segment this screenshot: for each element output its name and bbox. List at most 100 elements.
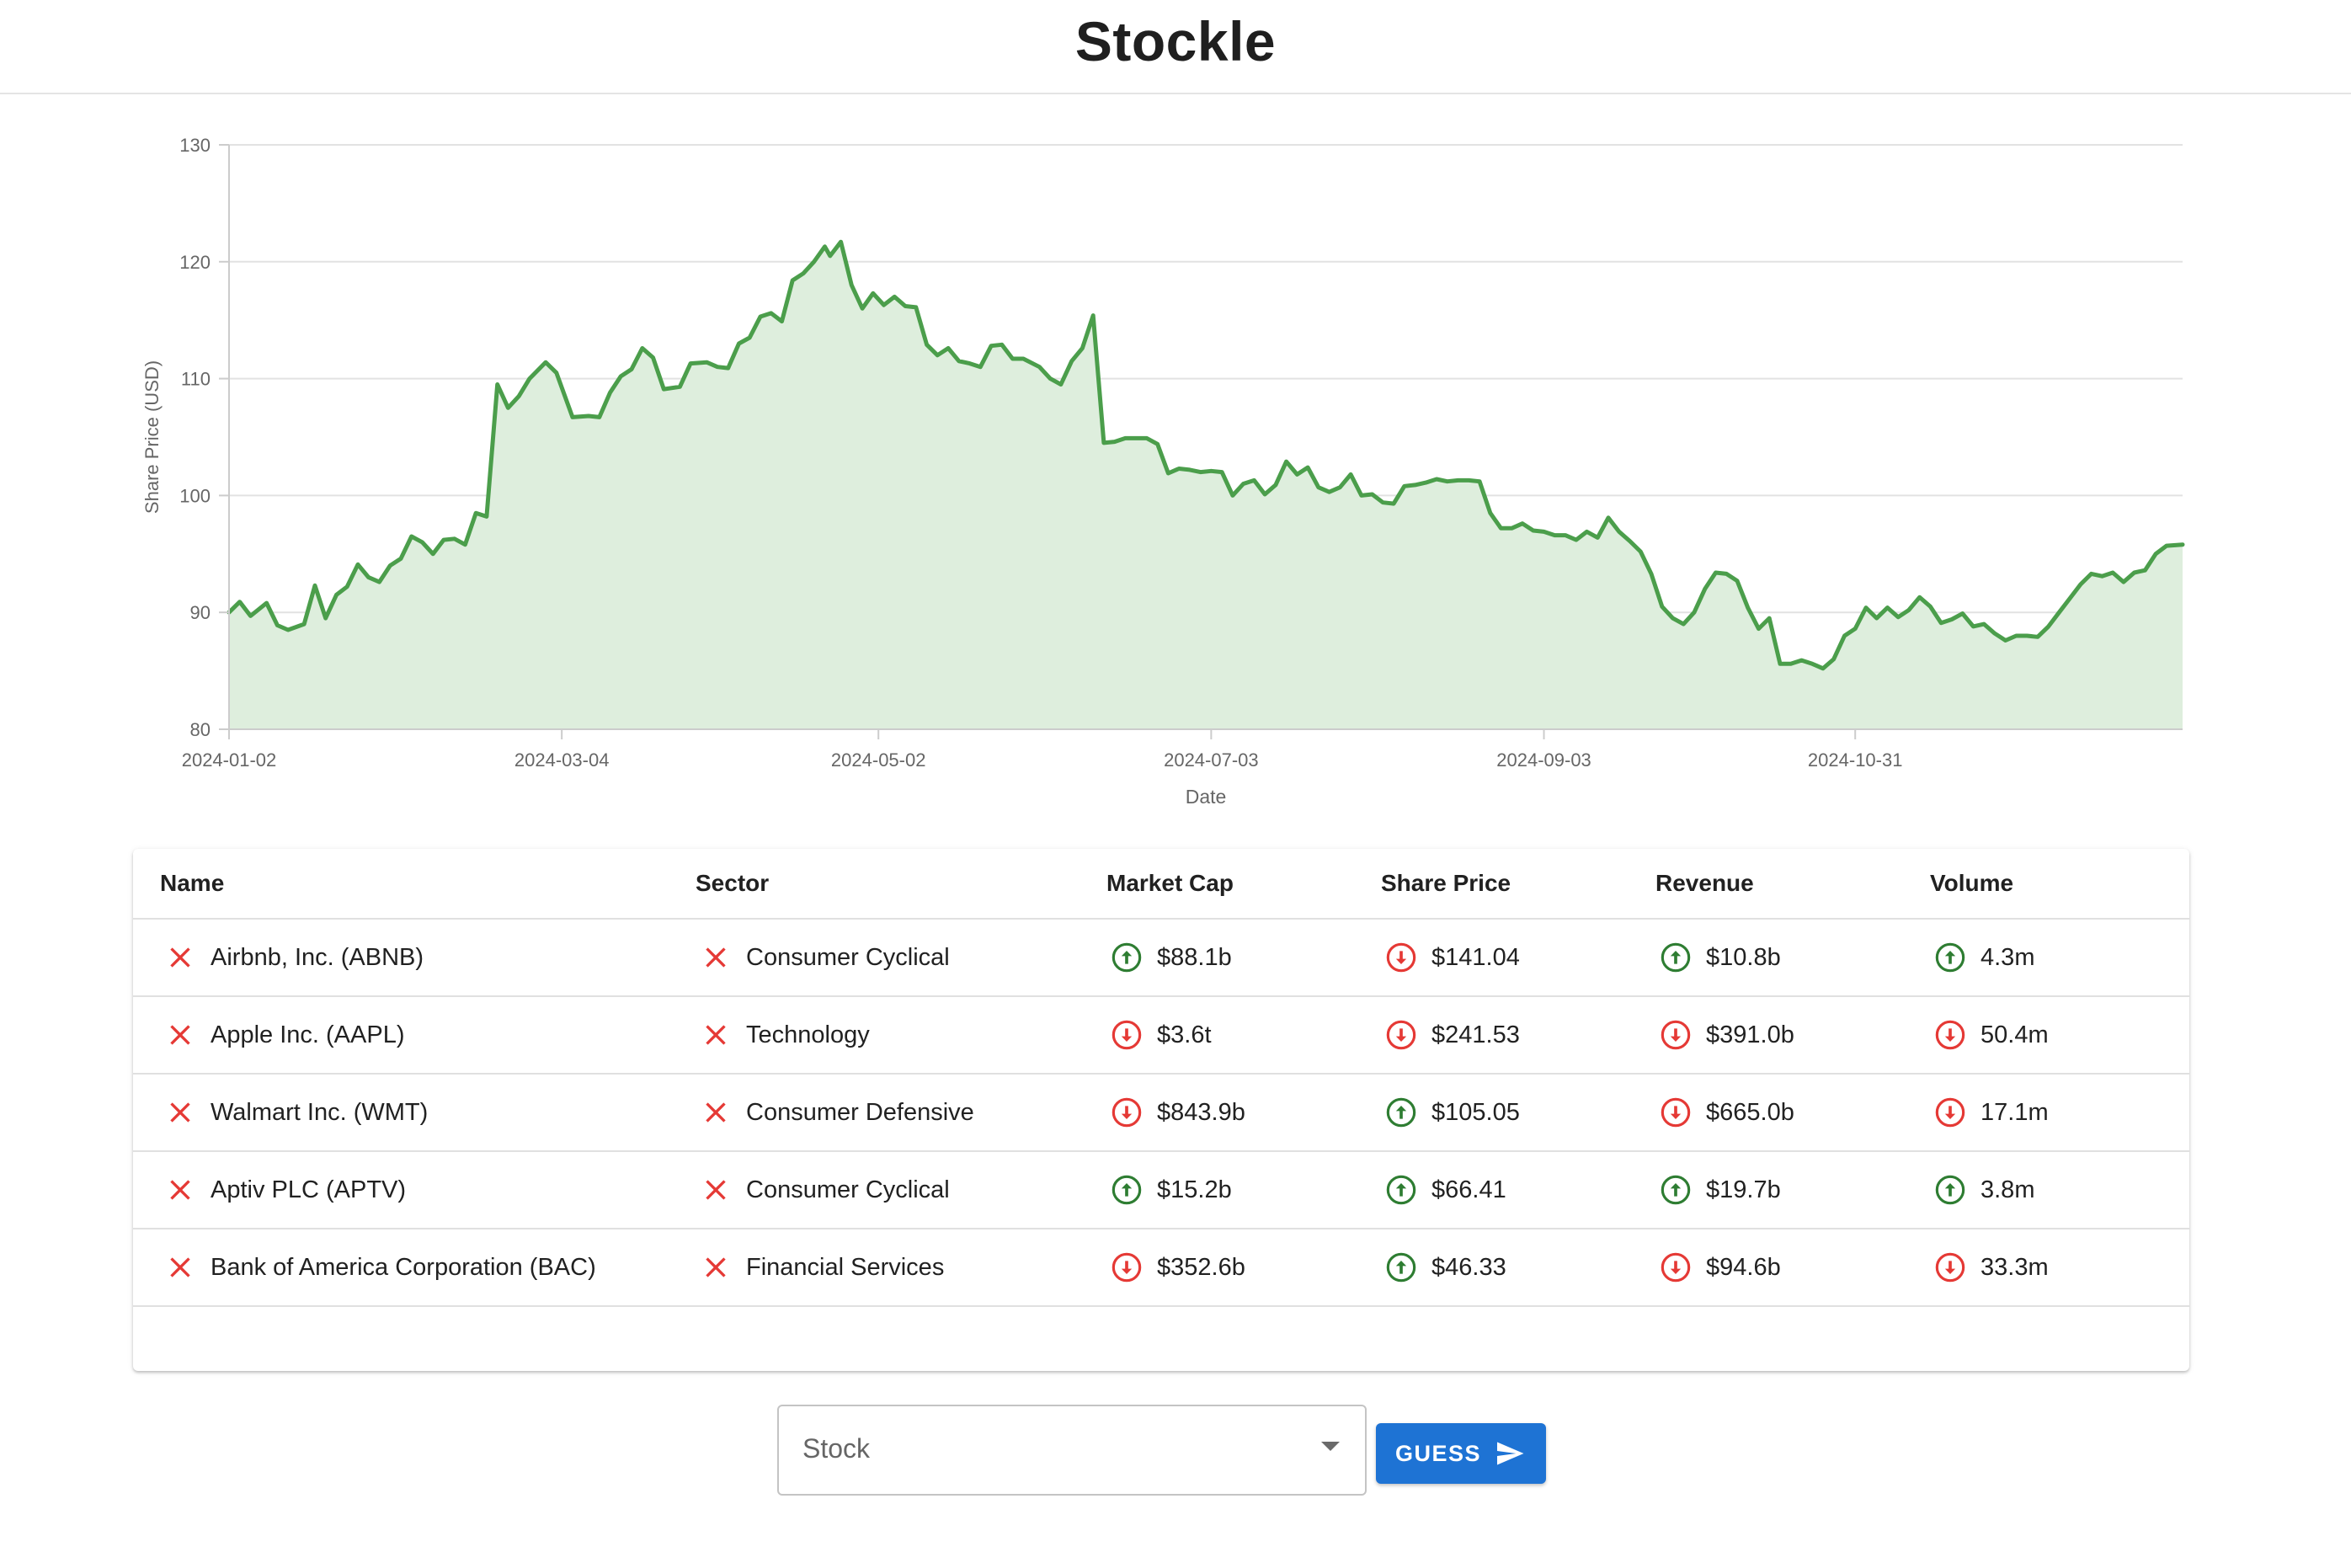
app-header: Stockle (0, 0, 2351, 94)
cell-volume: 3.8m (1933, 1152, 2034, 1228)
table-row: Bank of America Corporation (BAC) Financi… (133, 1229, 2189, 1307)
guess-results-table: Name Sector Market Cap Share Price Reven… (133, 849, 2189, 1371)
table-row: Aptiv PLC (APTV) Consumer Cyclical $15.2b $… (133, 1152, 2189, 1229)
cell-share-price: $46.33 (1384, 1229, 1506, 1305)
cell-volume: 50.4m (1933, 997, 2049, 1073)
cell-share-price-value: $141.04 (1431, 943, 1520, 971)
cell-volume: 33.3m (1933, 1229, 2049, 1305)
cell-sector-value: Consumer Cyclical (746, 1176, 950, 1203)
cell-share-price-value: $46.33 (1431, 1253, 1506, 1281)
price-chart: 80 90 100 110 120 130 2024-01-02 2024-03-04 202… (0, 94, 2351, 835)
cell-sector: Consumer Defensive (699, 1075, 974, 1150)
header-name: Name (160, 870, 225, 896)
close-icon (163, 1173, 197, 1207)
cell-market-cap: $843.9b (1110, 1075, 1245, 1150)
header-sector: Sector (696, 870, 770, 896)
cell-market-cap: $3.6t (1110, 997, 1212, 1073)
cell-sector-value: Financial Services (746, 1253, 945, 1281)
cell-revenue-value: $10.8b (1706, 943, 1781, 971)
guess-button[interactable]: GUESS (1376, 1423, 1546, 1484)
cell-name-value: Bank of America Corporation (BAC) (211, 1253, 596, 1281)
arrow-down-circle-icon (1110, 1018, 1144, 1052)
cell-share-price-value: $241.53 (1431, 1021, 1520, 1048)
cell-volume-value: 33.3m (1980, 1253, 2049, 1281)
arrow-up-circle-icon (1110, 941, 1144, 974)
guess-form: Stock GUESS (0, 1405, 2351, 1501)
y-tick-label: 130 (179, 135, 211, 156)
close-icon (699, 1173, 733, 1207)
arrow-down-circle-icon (1933, 1096, 1967, 1129)
arrow-down-circle-icon (1659, 1251, 1693, 1284)
header-volume: Volume (1930, 870, 2014, 896)
table-row: Walmart Inc. (WMT) Consumer Defensive $843… (133, 1075, 2189, 1152)
close-icon (163, 1096, 197, 1129)
cell-share-price: $66.41 (1384, 1152, 1506, 1228)
cell-market-cap: $352.6b (1110, 1229, 1245, 1305)
arrow-up-circle-icon (1933, 1173, 1967, 1207)
x-tick-label: 2024-01-02 (182, 749, 277, 771)
close-icon (163, 1251, 197, 1284)
y-tick-label: 80 (190, 719, 211, 740)
arrow-down-circle-icon (1110, 1251, 1144, 1284)
page-title: Stockle (1074, 10, 1277, 72)
guess-button-label: GUESS (1394, 1440, 1482, 1466)
price-area (229, 242, 2183, 729)
cell-name-value: Aptiv PLC (APTV) (211, 1176, 407, 1203)
cell-revenue: $10.8b (1659, 920, 1781, 995)
arrow-up-circle-icon (1933, 941, 1967, 974)
table-header: Name Sector Market Cap Share Price Reven… (133, 849, 2189, 920)
cell-share-price-value: $66.41 (1431, 1176, 1506, 1203)
cell-revenue: $665.0b (1659, 1075, 1794, 1150)
cell-name: Aptiv PLC (APTV) (163, 1152, 406, 1228)
arrow-down-circle-icon (1659, 1096, 1693, 1129)
arrow-down-circle-icon (1659, 1018, 1693, 1052)
x-tick-label: 2024-03-04 (514, 749, 610, 771)
cell-name-value: Apple Inc. (AAPL) (211, 1021, 405, 1048)
cell-name: Bank of America Corporation (BAC) (163, 1229, 596, 1305)
cell-sector-value: Consumer Defensive (746, 1098, 974, 1126)
y-axis-title: Share Price (USD) (141, 360, 163, 514)
cell-volume-value: 3.8m (1980, 1176, 2035, 1203)
stock-select-label: Stock (802, 1433, 871, 1464)
cell-revenue-value: $391.0b (1706, 1021, 1794, 1048)
y-tick-label: 110 (181, 369, 211, 390)
cell-volume: 17.1m (1933, 1075, 2049, 1150)
cell-revenue-value: $94.6b (1706, 1253, 1781, 1281)
header-market-cap: Market Cap (1106, 870, 1234, 896)
arrow-up-circle-icon (1659, 941, 1693, 974)
arrow-up-circle-icon (1384, 1173, 1418, 1207)
cell-volume: 4.3m (1933, 920, 2034, 995)
cell-sector-value: Consumer Cyclical (746, 943, 950, 971)
cell-name: Walmart Inc. (WMT) (163, 1075, 428, 1150)
y-tick-label: 120 (179, 252, 211, 273)
cell-revenue-value: $665.0b (1706, 1098, 1794, 1126)
x-tick-label: 2024-07-03 (1164, 749, 1259, 771)
arrow-up-circle-icon (1384, 1251, 1418, 1284)
cell-sector-value: Technology (746, 1021, 870, 1048)
x-axis-title: Date (1186, 786, 1227, 808)
cell-revenue-value: $19.7b (1706, 1176, 1781, 1203)
cell-revenue: $391.0b (1659, 997, 1794, 1073)
cell-name-value: Airbnb, Inc. (ABNB) (211, 943, 424, 971)
table-row: Airbnb, Inc. (ABNB) Consumer Cyclical $88.… (133, 920, 2189, 997)
cell-name: Airbnb, Inc. (ABNB) (163, 920, 424, 995)
cell-sector: Technology (699, 997, 870, 1073)
cell-sector: Consumer Cyclical (699, 1152, 950, 1228)
arrow-up-circle-icon (1384, 1096, 1418, 1129)
chevron-down-icon (1321, 1442, 1340, 1451)
y-tick-label: 90 (190, 602, 211, 623)
close-icon (163, 941, 197, 974)
close-icon (163, 1018, 197, 1052)
cell-volume-value: 17.1m (1980, 1098, 2049, 1126)
arrow-down-circle-icon (1933, 1251, 1967, 1284)
x-axis-ticks: 2024-01-02 2024-03-04 2024-05-02 2024-07-03… (182, 729, 1902, 771)
x-tick-label: 2024-09-03 (1496, 749, 1591, 771)
arrow-up-circle-icon (1659, 1173, 1693, 1207)
arrow-up-circle-icon (1110, 1173, 1144, 1207)
cell-market-cap: $88.1b (1110, 920, 1232, 995)
price-line (227, 239, 2185, 671)
stock-select[interactable]: Stock (777, 1405, 1367, 1496)
arrow-down-circle-icon (1384, 1018, 1418, 1052)
cell-share-price-value: $105.05 (1431, 1098, 1520, 1126)
